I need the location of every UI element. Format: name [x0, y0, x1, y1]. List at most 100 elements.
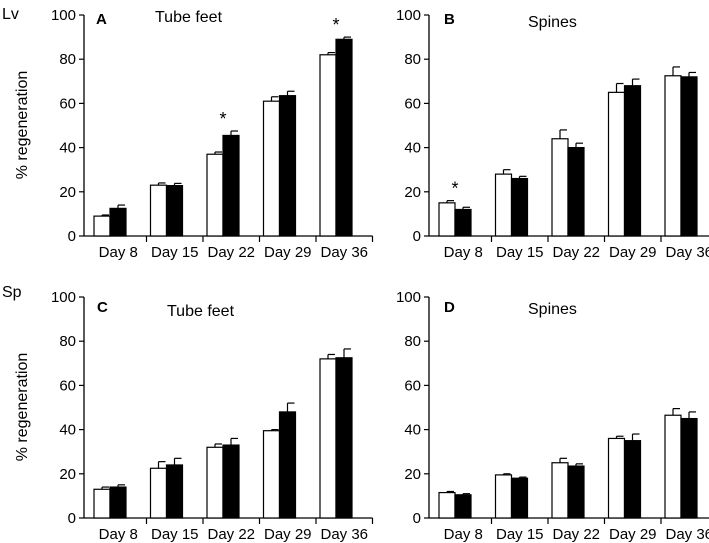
panel-a: A Tube feet % regeneration [14, 9, 223, 179]
panel-a-bar-s2 [165, 185, 184, 237]
panel-b-category-label: Day 15 [496, 244, 544, 261]
panel-c-category-label: Day 22 [207, 526, 255, 543]
panel-a-category-label: Day 22 [207, 244, 255, 261]
panel-a-ytick-label: 80 [59, 51, 76, 68]
panel-a-significance-marker: * [219, 109, 226, 129]
panel-a-category-label: Day 8 [99, 244, 138, 261]
panel-b-category-label: Day 22 [552, 244, 600, 261]
panel-d-bar-s1 [438, 491, 456, 519]
panel-c-ytick-label: 40 [59, 422, 76, 439]
panel-b-category-label: Day 29 [609, 244, 657, 261]
panel-a-ylabel: % regeneration [14, 71, 31, 180]
panel-d-bar-s2 [510, 477, 529, 519]
panel-a-ytick-label: 20 [59, 184, 76, 201]
panel-d: D Spines [444, 299, 577, 318]
panel-b-significance-marker: * [451, 179, 458, 199]
panel-b-bar-s2 [680, 76, 698, 237]
panel-d-title: Spines [528, 301, 577, 318]
panel-c-category-label: Day 15 [151, 526, 199, 543]
panel-a-category-label: Day 29 [264, 244, 312, 261]
panel-d-bar-s2 [680, 417, 698, 519]
panel-b-bar-s1 [551, 138, 569, 237]
panel-b-letter: B [444, 11, 455, 28]
panel-d-ytick-label: 0 [413, 510, 421, 527]
panel-d-bar-s2 [567, 465, 585, 519]
panel-d-bar-s1 [494, 474, 513, 519]
panel-c-bar-s1 [319, 358, 337, 519]
panel-c-category-label: Day 29 [264, 526, 312, 543]
panel-d-letter: D [444, 299, 455, 316]
panel-c-bar-s1 [93, 488, 111, 519]
panel-b-bar-s2 [454, 208, 472, 237]
panel-a-category-label: Day 15 [151, 244, 199, 261]
panel-a-ytick-label: 100 [51, 7, 76, 24]
panel-b-bar-s1 [664, 75, 682, 237]
panel-d-bar-s1 [607, 437, 626, 519]
panel-a-ytick-label: 0 [68, 228, 76, 245]
panel-d-ytick-label: 80 [404, 333, 421, 350]
panel-c-ytick-label: 60 [59, 377, 76, 394]
panel-b-category-label: Day 36 [665, 244, 709, 261]
panel-c-ylabel: % regeneration [14, 353, 31, 462]
panel-a-title: Tube feet [155, 9, 223, 26]
panel-c-bar-s1 [262, 430, 281, 519]
panel-c-letter: C [97, 299, 108, 316]
panel-a-bar-s2 [222, 134, 240, 237]
panel-c-ytick-label: 80 [59, 333, 76, 350]
panel-d-category-label: Day 15 [496, 526, 544, 543]
panel-a-bar-s2 [278, 95, 297, 237]
panel-b-bar-s1 [438, 202, 456, 237]
panel-c: C Tube feet % regeneration [14, 299, 235, 461]
panel-c-bar-s2 [222, 444, 240, 519]
panel-b-title: Spines [528, 14, 577, 31]
panel-a-bar-s2 [109, 207, 127, 237]
panel-b: B Spines [444, 11, 577, 31]
row-label-lv: Lv [2, 6, 19, 23]
panel-a-significance-marker: * [332, 15, 339, 35]
panel-c-bar-s2 [278, 411, 297, 519]
panel-a-ytick-label: 60 [59, 95, 76, 112]
panel-b-bar-s2 [567, 147, 585, 237]
panel-c-bar-s2 [109, 486, 127, 519]
panel-a-bar-s1 [262, 100, 281, 237]
panel-c-category-label: Day 8 [99, 526, 138, 543]
panel-a-ytick-label: 40 [59, 140, 76, 157]
panel-c-ytick-label: 0 [68, 510, 76, 527]
panel-c-bar-s1 [149, 467, 168, 519]
panel-b-bar-s2 [510, 177, 529, 237]
panel-d-category-label: Day 22 [552, 526, 600, 543]
panel-d-bar-s1 [551, 462, 569, 519]
panel-b-category-label: Day 8 [444, 244, 483, 261]
panel-a-bar-s2 [335, 38, 353, 237]
panel-d-ytick-label: 40 [404, 422, 421, 439]
panel-d-bar-s2 [454, 494, 472, 519]
panel-b-ytick-label: 100 [396, 7, 421, 24]
panel-b-bar-s1 [494, 173, 513, 237]
panel-a-bar-s1 [93, 215, 111, 237]
panel-d-category-label: Day 36 [665, 526, 709, 543]
panel-c-bar-s1 [206, 446, 224, 519]
panel-b-bar-s1 [607, 91, 626, 237]
panel-c-title: Tube feet [167, 303, 235, 320]
panel-b-ytick-label: 20 [404, 184, 421, 201]
panel-d-ytick-label: 100 [396, 289, 421, 306]
panel-d-ytick-label: 60 [404, 377, 421, 394]
panel-a-bar-s1 [149, 184, 168, 237]
panel-b-ytick-label: 60 [404, 95, 421, 112]
panel-c-bar-s2 [165, 464, 184, 519]
panel-c-bar-s2 [335, 357, 353, 519]
panel-d-bar-s1 [664, 414, 682, 519]
panel-c-ytick-label: 100 [51, 289, 76, 306]
panel-d-category-label: Day 8 [444, 526, 483, 543]
panel-a-letter: A [96, 11, 107, 28]
panel-a-bar-s1 [319, 54, 337, 237]
panel-c-ytick-label: 20 [59, 466, 76, 483]
panel-a-category-label: Day 36 [320, 244, 368, 261]
panel-b-ytick-label: 80 [404, 51, 421, 68]
panel-d-category-label: Day 29 [609, 526, 657, 543]
panel-b-bar-s2 [623, 85, 642, 237]
panel-c-category-label: Day 36 [320, 526, 368, 543]
row-label-sp: Sp [2, 284, 22, 301]
panel-b-ytick-label: 40 [404, 140, 421, 157]
